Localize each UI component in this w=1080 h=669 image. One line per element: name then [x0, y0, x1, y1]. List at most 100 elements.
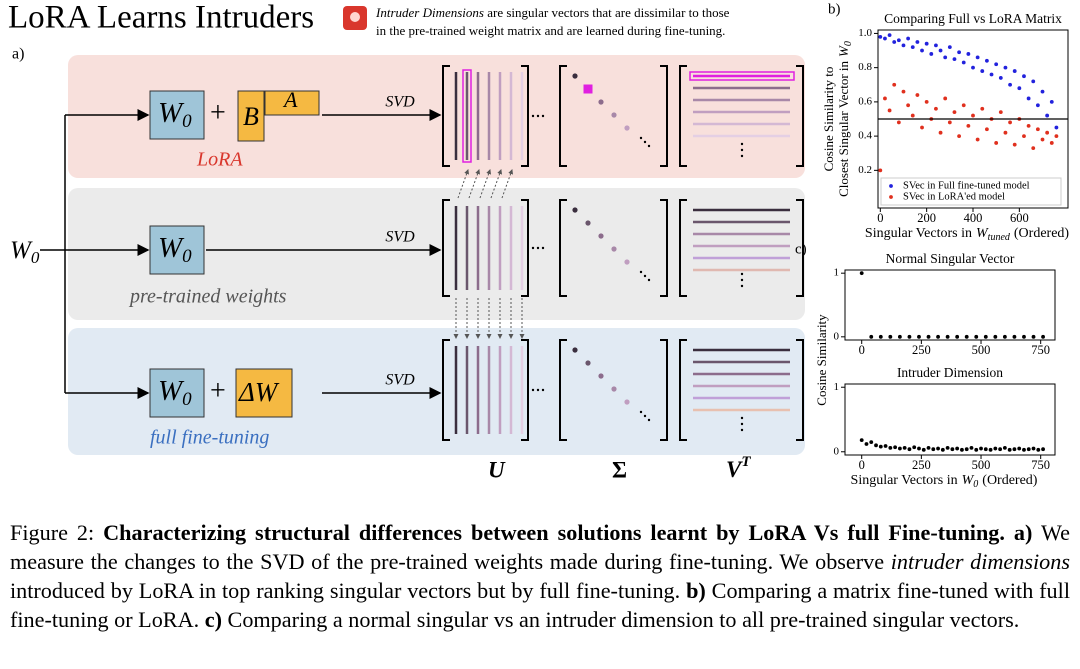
sup: T [741, 454, 751, 470]
dw-label: ΔW [238, 377, 280, 407]
bracket [442, 199, 450, 297]
point [915, 93, 920, 97]
plus: + [210, 375, 226, 406]
point [940, 447, 945, 452]
point [892, 40, 897, 44]
point [1031, 146, 1036, 150]
point [945, 446, 950, 450]
point [910, 45, 915, 50]
point [1049, 141, 1054, 145]
point [1040, 89, 1045, 94]
point [920, 125, 924, 130]
y-tick-label: 1 [834, 381, 840, 393]
point [945, 334, 950, 339]
ellipsis [639, 410, 643, 414]
s-value [611, 386, 617, 392]
point [1008, 120, 1012, 125]
point [917, 446, 921, 451]
point [974, 447, 979, 452]
bracket [442, 339, 450, 441]
matrix-box [237, 90, 265, 142]
annotation: in the pre-trained weight matrix and are… [376, 23, 725, 38]
plot-frame [844, 269, 1056, 341]
label-sub: 0 [843, 41, 854, 46]
point [957, 50, 961, 55]
input-label: W0 [10, 237, 40, 267]
point [896, 38, 901, 43]
point [887, 108, 892, 113]
svd-label: SVD [385, 229, 415, 246]
s-value [585, 220, 591, 226]
point [869, 334, 874, 339]
caption-bold: a) [1013, 520, 1033, 545]
y-axis-label: Cosine Similarity to [821, 67, 836, 172]
point [888, 446, 893, 450]
label-text: Cosine Similarity [814, 314, 829, 406]
point [947, 120, 952, 125]
ellipsis [647, 144, 651, 148]
plot-frame [844, 383, 1056, 456]
ellipsis [536, 388, 540, 392]
point [1022, 134, 1026, 139]
point [983, 334, 988, 339]
point [902, 446, 907, 450]
point [998, 447, 1003, 452]
s-value [624, 399, 630, 405]
point [980, 69, 985, 73]
label-text: Cosine Similarity to [821, 67, 836, 172]
ellipsis [647, 418, 651, 422]
point [920, 48, 924, 53]
point [998, 76, 1003, 80]
svd-label: SVD [385, 372, 415, 389]
s-value [572, 207, 578, 213]
matrix-box [149, 225, 205, 275]
x-tick-label: 750 [1031, 458, 1050, 472]
point [1035, 127, 1040, 132]
plus: + [210, 97, 226, 128]
ellipsis [740, 278, 744, 282]
caption-text [1005, 520, 1014, 545]
point [924, 41, 929, 46]
point [917, 334, 921, 339]
var: W [158, 375, 185, 407]
bracket [660, 65, 668, 167]
panel-label: a) [12, 46, 24, 63]
point [901, 89, 906, 94]
ellipsis [740, 284, 744, 288]
matrix-box [149, 368, 205, 418]
label-var: W [976, 226, 989, 241]
point [1008, 82, 1012, 87]
chart-title: Normal Singular Vector [886, 251, 1015, 266]
point [943, 96, 948, 101]
ellipsis [639, 136, 643, 140]
point [943, 55, 948, 60]
s-value [572, 73, 578, 79]
point [859, 271, 864, 276]
s-value [585, 360, 591, 366]
matrix-box [264, 90, 320, 116]
point [878, 334, 883, 339]
ellipsis [643, 414, 647, 418]
point [993, 446, 998, 451]
ellipsis [536, 114, 540, 118]
point [893, 445, 898, 450]
point [964, 334, 969, 339]
label-sub: 0 [973, 479, 978, 490]
y-tick-label: 0.4 [858, 130, 872, 142]
highlight [583, 84, 593, 94]
point [966, 52, 971, 56]
label-var: W [836, 45, 851, 57]
point [906, 36, 911, 41]
column-label: VT [726, 454, 751, 482]
column-label: U [488, 457, 506, 482]
point [964, 447, 969, 452]
link [490, 169, 503, 199]
point [961, 103, 966, 108]
bracket [521, 339, 529, 441]
point [952, 110, 957, 115]
point [896, 120, 901, 125]
bracket [559, 199, 567, 297]
point [1003, 130, 1008, 135]
